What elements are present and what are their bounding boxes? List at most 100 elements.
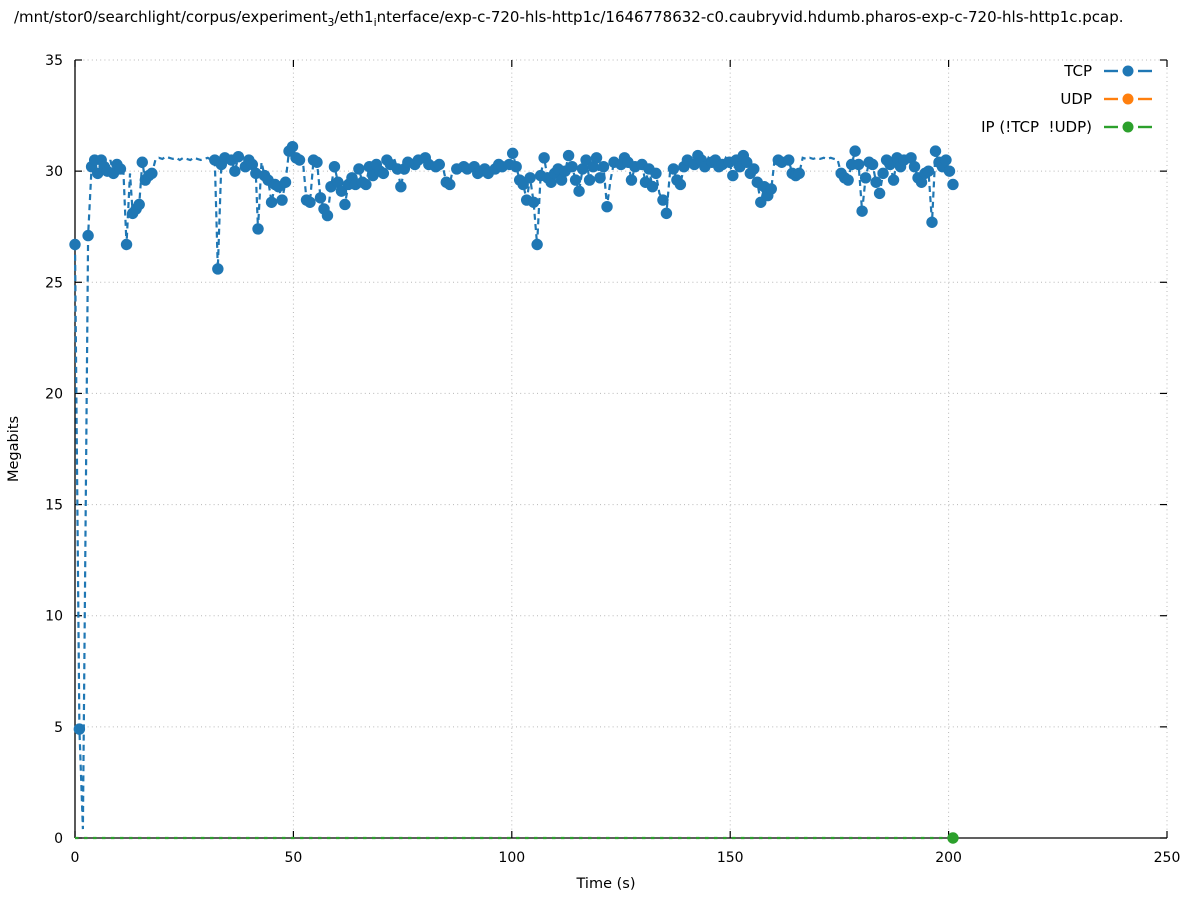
series-marker-tcp [576, 163, 589, 175]
y-tick-label: 30 [45, 164, 63, 180]
series-marker-tcp [943, 165, 956, 177]
series-marker-tcp [859, 172, 872, 184]
series-marker-tcp [332, 176, 344, 188]
series-marker-tcp [908, 160, 921, 173]
x-tick-label: 0 [71, 850, 80, 866]
series-marker-tcp [765, 183, 777, 195]
series-marker-tcp [597, 160, 610, 173]
series-marker-tcp [377, 167, 390, 180]
series-marker-tcp [321, 209, 334, 222]
series-marker-tcp [246, 158, 259, 171]
y-tick-label: 15 [45, 498, 63, 514]
series-marker-tcp [667, 163, 680, 175]
series-marker-tcp [232, 150, 245, 163]
series-marker-tcp [842, 174, 854, 186]
series-marker-tcp [877, 167, 889, 180]
y-axis-label: Megabits [6, 416, 22, 482]
x-axis-label: Time (s) [576, 876, 636, 892]
series-marker-tcp [583, 174, 596, 186]
chart-title-part: /mnt/stor0/searchlight/corpus/experiment [14, 8, 328, 26]
series-marker-tcp [783, 154, 795, 166]
series-marker-tcp [674, 178, 687, 191]
series-marker-tcp [922, 165, 935, 177]
series-marker-tcp [929, 145, 942, 157]
legend-entry-tcp: TCP [1064, 60, 1152, 81]
series-marker-tcp [601, 201, 613, 213]
series-marker-tcp [873, 187, 886, 200]
series-marker-tcp [926, 216, 938, 228]
x-tick-label: 50 [284, 850, 302, 866]
series-line-tcp [73, 144, 955, 830]
legend-label-ip: IP (!TCP !UDP) [981, 117, 1092, 136]
y-tick-label: 35 [45, 53, 63, 69]
series-marker-tcp [276, 194, 288, 206]
y-tick-label: 5 [54, 720, 63, 736]
series-marker-tcp [506, 147, 519, 160]
legend-sample-tcp-icon [1104, 65, 1152, 76]
series-marker-tcp [748, 163, 760, 175]
series-marker-tcp [510, 160, 522, 173]
series-marker-tcp [866, 158, 879, 171]
series-marker-tcp [229, 165, 241, 177]
chart-title-subscript: 3 [327, 16, 335, 29]
series-marker-tcp [339, 198, 351, 211]
x-tick-label: 200 [935, 850, 962, 866]
chart-title-part: /eth1 [334, 8, 374, 26]
series-marker-tcp [538, 152, 550, 164]
series-marker-tcp [870, 176, 882, 188]
series-marker-tcp [555, 174, 568, 186]
legend-label-udp: UDP [1060, 89, 1092, 108]
y-tick-label: 10 [45, 609, 63, 625]
chart-title-subscript: i [373, 16, 377, 29]
series-marker-tcp [252, 223, 264, 235]
series-marker-tcp [657, 194, 669, 206]
series-marker-tcp [353, 163, 365, 175]
series-marker-tcp [524, 172, 536, 184]
series-marker-tcp [69, 238, 81, 251]
series-marker-tcp [328, 160, 341, 173]
series-marker-tcp [887, 174, 900, 186]
series-marker-tcp [852, 158, 865, 171]
series-marker-tcp [73, 723, 86, 735]
series-marker-tcp [265, 196, 278, 208]
series-marker-tcp [947, 178, 959, 191]
series-marker-tcp [114, 163, 127, 175]
series-marker-tcp [531, 238, 543, 251]
series-marker-tcp [395, 181, 407, 193]
series-marker-tcp [212, 263, 224, 275]
series-marker-tcp [849, 145, 861, 157]
series-marker-tcp [566, 160, 578, 173]
legend-label-tcp: TCP [1064, 61, 1092, 80]
series-marker-tcp [527, 196, 540, 208]
series-marker-tcp [940, 154, 952, 166]
series-marker-tcp [660, 207, 673, 220]
series-marker-tcp [573, 185, 585, 197]
chart-title-part: nterface/exp-c-720-hls-http1c/1646778632… [376, 8, 1124, 26]
series-marker-tcp [314, 192, 327, 204]
x-tick-label: 100 [498, 850, 525, 866]
series-marker-tcp [311, 156, 323, 168]
series-marker-tcp [286, 140, 299, 153]
series-marker-tcp [727, 169, 739, 182]
series-marker-tcp [82, 229, 94, 242]
chart-title: /mnt/stor0/searchlight/corpus/experiment… [14, 8, 1197, 29]
series-marker-tcp [625, 174, 638, 186]
series-marker-tcp [545, 176, 557, 188]
legend-entry-udp: UDP [1060, 88, 1152, 109]
series-marker-tcp [279, 176, 292, 188]
series-marker-tcp [293, 154, 306, 166]
series-marker-tcp [250, 167, 262, 180]
series-marker-tcp [304, 196, 316, 208]
series-marker-tcp [136, 156, 148, 168]
y-tick-label: 0 [54, 831, 63, 847]
series-marker-tcp [793, 167, 805, 180]
y-tick-label: 25 [45, 275, 63, 291]
series-marker-tcp [444, 178, 456, 191]
series-marker-tcp [856, 205, 868, 217]
x-tick-label: 150 [717, 850, 744, 866]
x-tick-label: 250 [1154, 850, 1181, 866]
series-marker-tcp [360, 178, 372, 191]
series-marker-tcp [650, 167, 662, 180]
